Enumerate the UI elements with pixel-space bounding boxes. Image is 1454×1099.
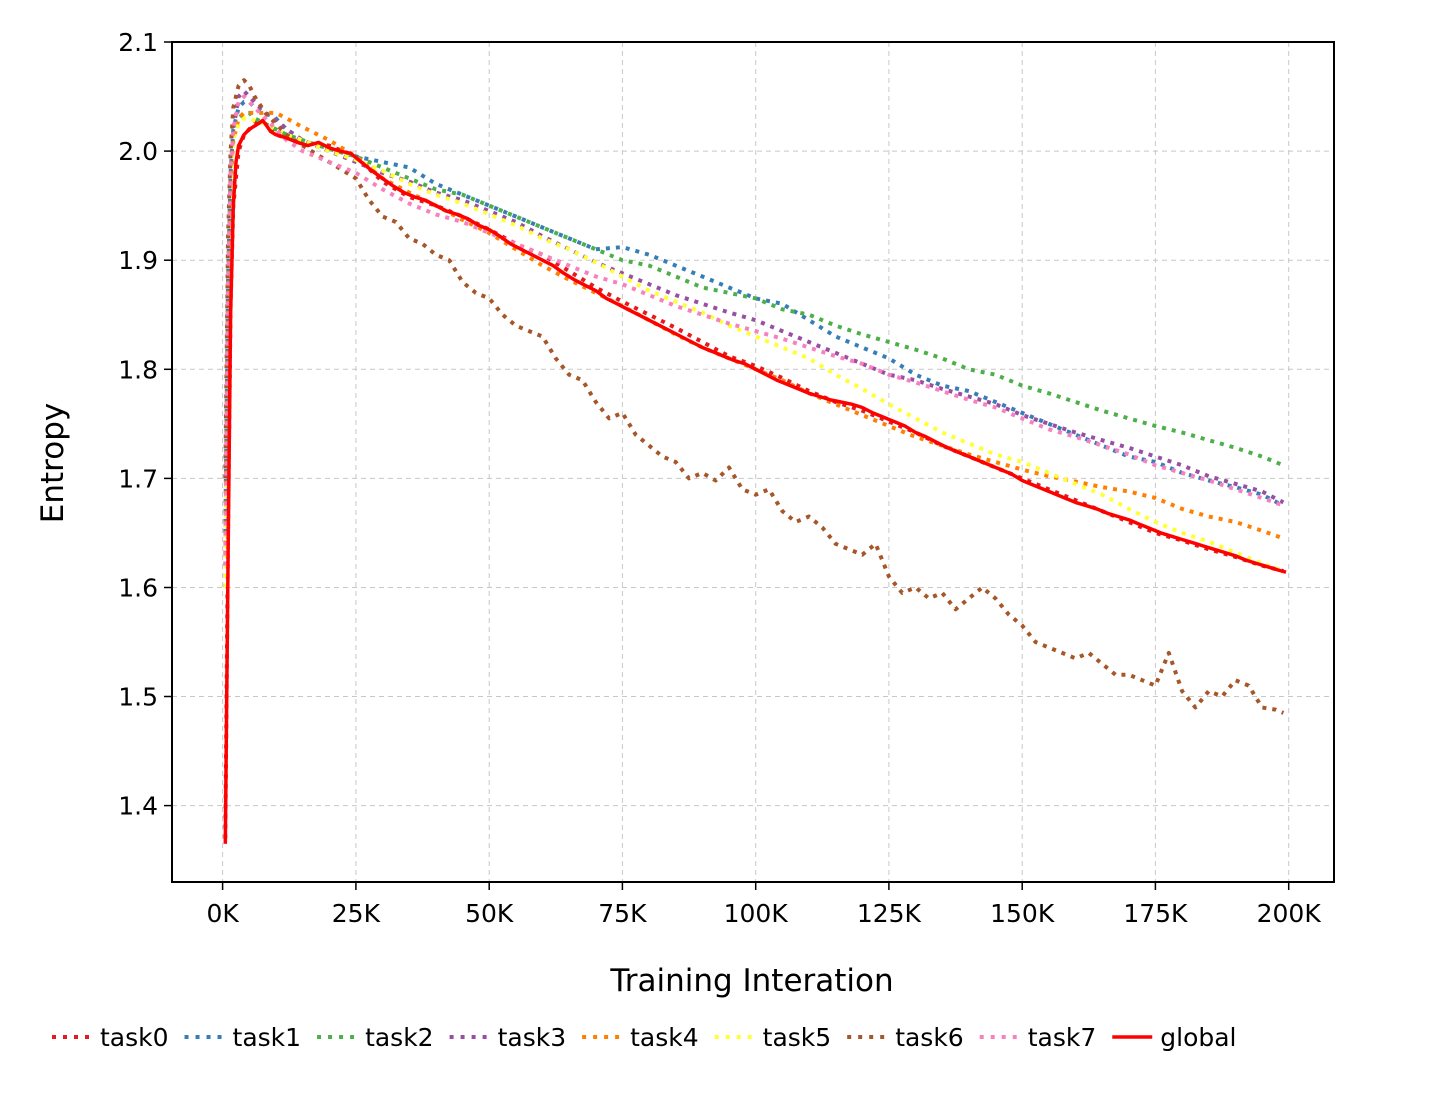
legend-label: task5	[763, 1023, 832, 1052]
x-tick-label: 0K	[206, 899, 239, 928]
x-tick-label: 50K	[465, 899, 514, 928]
x-tick-label: 75K	[598, 899, 647, 928]
legend-item-task3: task3	[449, 1023, 567, 1052]
legend-label: task3	[498, 1023, 567, 1052]
legend-item-task5: task5	[714, 1023, 832, 1052]
legend-item-task7: task7	[979, 1023, 1097, 1052]
series-lines	[223, 78, 1287, 844]
legend-label: task6	[895, 1023, 964, 1052]
legend-item-global: global	[1112, 1023, 1237, 1052]
legend-label: global	[1160, 1023, 1236, 1052]
legend-label: task4	[630, 1023, 699, 1052]
y-axis-title: Entropy	[35, 403, 71, 523]
x-tick-label: 150K	[990, 899, 1055, 928]
y-tick-label: 1.6	[118, 574, 158, 603]
y-tick-label: 1.5	[118, 683, 158, 712]
y-tick-label: 2.1	[118, 28, 158, 57]
series-line-global	[223, 118, 1287, 844]
series-line-task3	[223, 89, 1285, 588]
y-tick-label: 1.9	[118, 246, 158, 275]
x-tick-label: 175K	[1123, 899, 1188, 928]
y-tick-label: 2.0	[118, 137, 158, 166]
legend-item-task0: task0	[52, 1023, 169, 1052]
x-tick-label: 100K	[724, 899, 789, 928]
y-tick-label: 1.7	[118, 464, 158, 493]
x-axis-title: Training Interation	[609, 963, 893, 999]
series-line-task5	[223, 116, 1285, 588]
plot-area-frame	[171, 41, 1335, 883]
legend-label: task2	[365, 1023, 434, 1052]
legend: task0 task1 task2 task3 task4 task5 task6 task7…	[52, 1023, 1237, 1052]
legend-item-task2: task2	[317, 1023, 434, 1052]
legend-label: task0	[100, 1023, 169, 1052]
x-tick-label: 200K	[1257, 899, 1322, 928]
x-tick-label: 25K	[332, 899, 381, 928]
legend-item-task4: task4	[582, 1023, 699, 1052]
legend-item-task1: task1	[184, 1023, 302, 1052]
legend-label: task7	[1028, 1023, 1097, 1052]
series-line-task4	[223, 110, 1285, 555]
series-line-task0	[223, 118, 1284, 839]
legend-label: task1	[233, 1023, 302, 1052]
series-line-task7	[223, 94, 1285, 566]
axis-ticks: 0K 25K 50K 75K 100K 125K 150K 175K 200K 1.4 1.5 1.6…	[118, 28, 1321, 928]
y-tick-label: 1.4	[118, 792, 158, 821]
legend-item-task6: task6	[847, 1023, 964, 1052]
x-tick-label: 125K	[857, 899, 922, 928]
y-tick-label: 1.8	[118, 355, 158, 384]
